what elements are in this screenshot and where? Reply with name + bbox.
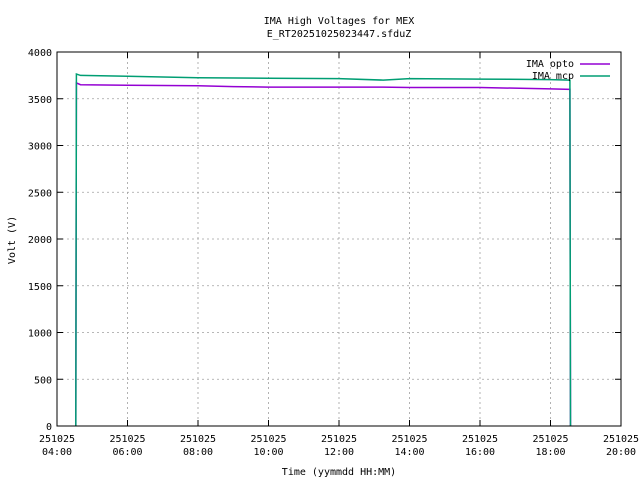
y-tick-label: 1000 — [28, 329, 52, 340]
y-axis-label: Volt (V) — [7, 216, 18, 264]
grid — [57, 52, 621, 426]
x-tick-date-label: 251025 — [462, 434, 498, 445]
x-tick-date-label: 251025 — [391, 434, 427, 445]
axis-ticks: 0 500 1000 1500 2000 2500 3000 3500 4000 251025 04… — [28, 48, 639, 458]
x-tick-time-label: 06:00 — [112, 447, 142, 458]
y-tick-label: 3000 — [28, 142, 52, 153]
legend-label: IMA mcp — [532, 71, 574, 82]
series-line-1 — [75, 72, 572, 427]
x-tick-date-label: 251025 — [109, 434, 145, 445]
plot-border — [56, 51, 622, 427]
x-tick-time-label: 20:00 — [606, 447, 636, 458]
y-tick-label: 3500 — [28, 95, 52, 106]
y-tick-label: 0 — [46, 422, 52, 433]
y-tick-label: 1500 — [28, 282, 52, 293]
y-tick-label: 2500 — [28, 188, 52, 199]
chart-title: IMA High Voltages for MEX — [264, 16, 415, 27]
x-tick-time-label: 14:00 — [394, 447, 424, 458]
chart-subtitle: E_RT20251025023447.sfduZ — [267, 29, 412, 40]
x-tick-time-label: 08:00 — [183, 447, 213, 458]
x-tick-date-label: 251025 — [603, 434, 639, 445]
x-axis-label: Time (yymmdd HH:MM) — [282, 467, 396, 478]
x-tick-date-label: 251025 — [39, 434, 75, 445]
y-tick-label: 2000 — [28, 235, 52, 246]
x-tick-date-label: 251025 — [180, 434, 216, 445]
x-tick-time-label: 04:00 — [42, 447, 72, 458]
x-tick-time-label: 10:00 — [253, 447, 283, 458]
x-tick-date-label: 251025 — [321, 434, 357, 445]
y-tick-label: 4000 — [28, 48, 52, 59]
x-tick-date-label: 251025 — [250, 434, 286, 445]
x-tick-time-label: 18:00 — [535, 447, 565, 458]
series-line-0 — [75, 81, 572, 427]
y-tick-label: 500 — [34, 375, 52, 386]
x-tick-time-label: 16:00 — [465, 447, 495, 458]
series-lines — [75, 72, 572, 427]
x-tick-date-label: 251025 — [532, 434, 568, 445]
legend-label: IMA opto — [526, 59, 574, 70]
x-tick-time-label: 12:00 — [324, 447, 354, 458]
